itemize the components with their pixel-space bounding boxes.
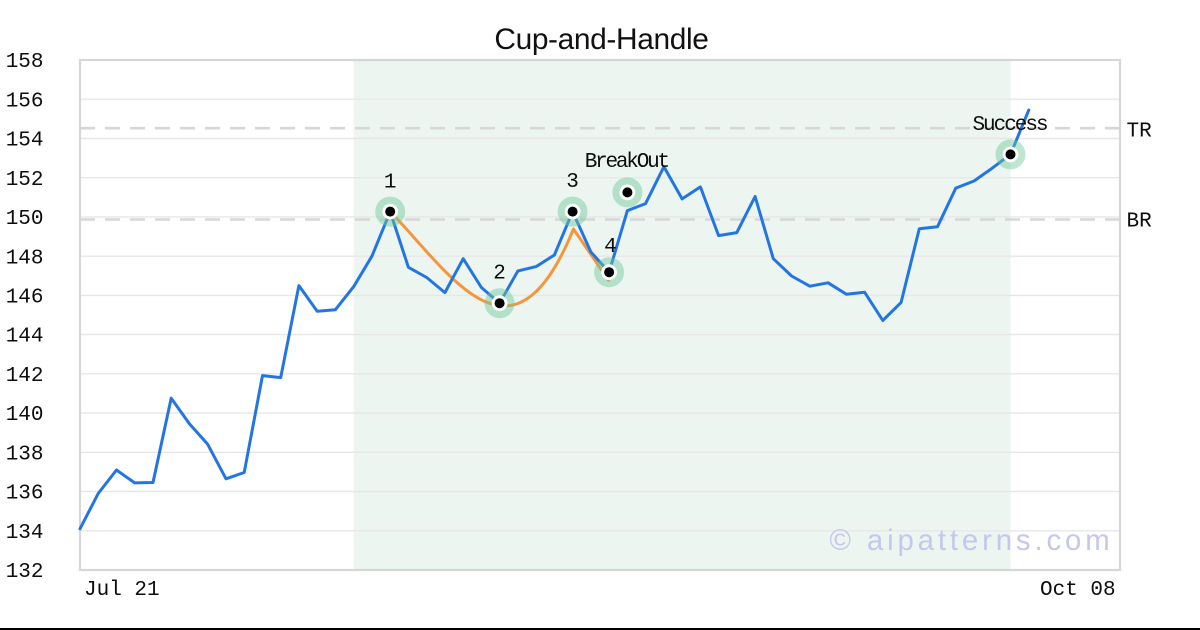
svg-text:156: 156 (6, 90, 44, 113)
svg-text:142: 142 (6, 365, 44, 388)
svg-text:150: 150 (6, 208, 44, 231)
svg-text:136: 136 (6, 483, 44, 506)
svg-text:Jul 21: Jul 21 (84, 579, 160, 602)
svg-text:Cup-and-Handle: Cup-and-Handle (494, 23, 709, 56)
svg-text:© aipatterns.com: © aipatterns.com (829, 524, 1109, 557)
svg-text:2: 2 (493, 263, 506, 286)
svg-text:TR: TR (1127, 120, 1153, 143)
svg-text:Oct 08: Oct 08 (1040, 579, 1116, 602)
svg-text:140: 140 (6, 404, 44, 427)
svg-text:132: 132 (6, 561, 44, 584)
svg-text:144: 144 (6, 326, 44, 349)
svg-text:3: 3 (566, 171, 579, 194)
svg-text:134: 134 (6, 522, 44, 545)
svg-text:BreakOut: BreakOut (585, 151, 670, 174)
svg-text:146: 146 (6, 287, 44, 310)
svg-text:138: 138 (6, 443, 44, 466)
svg-text:BR: BR (1127, 210, 1153, 233)
svg-text:158: 158 (6, 51, 44, 74)
svg-text:154: 154 (6, 130, 44, 153)
svg-text:Success: Success (972, 114, 1048, 137)
svg-text:4: 4 (604, 236, 617, 259)
svg-text:148: 148 (6, 247, 44, 270)
svg-text:1: 1 (384, 171, 397, 194)
svg-text:152: 152 (6, 169, 44, 192)
